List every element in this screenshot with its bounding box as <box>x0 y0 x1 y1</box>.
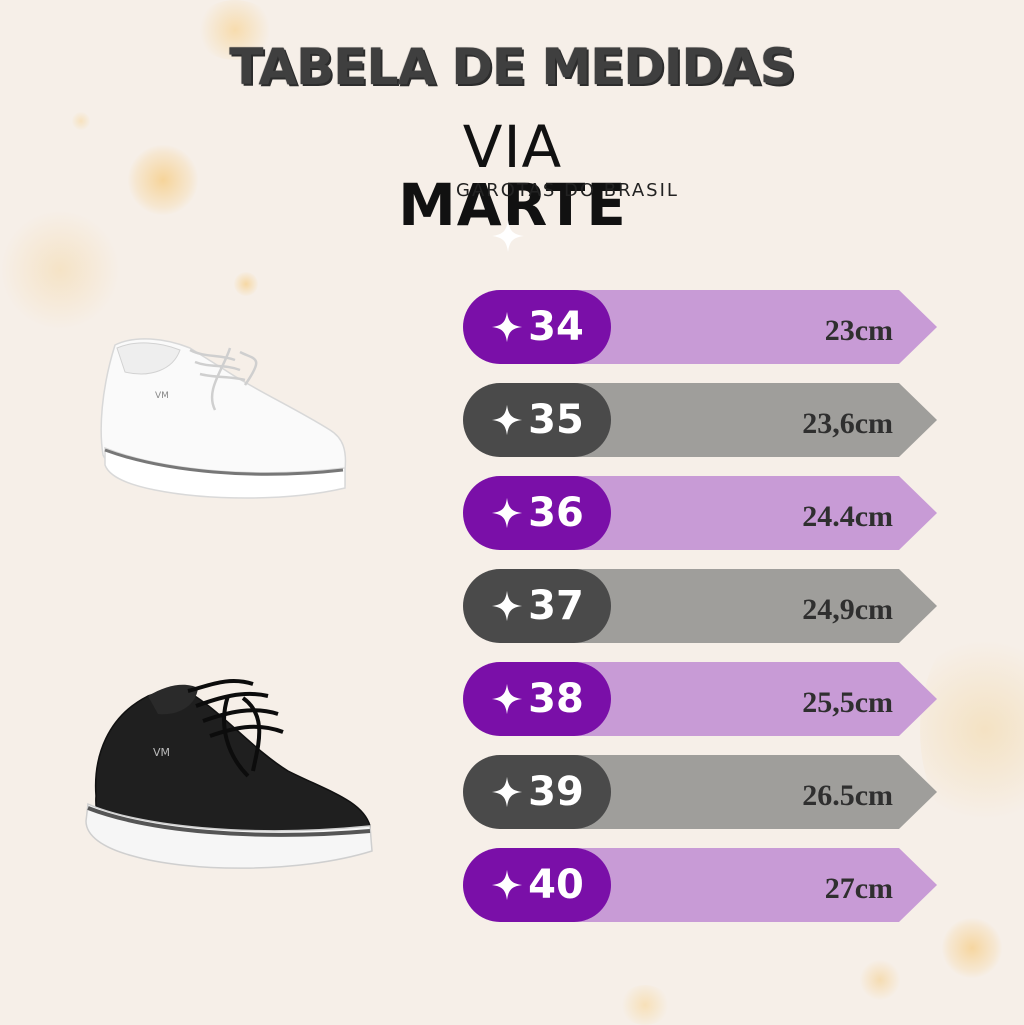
bokeh-light <box>128 145 198 215</box>
size-pill: 36 <box>463 476 611 550</box>
bokeh-light <box>860 960 900 1000</box>
measure-bar <box>573 755 937 829</box>
white-sneaker-image: VM <box>100 338 347 499</box>
sparkle-icon <box>492 869 523 901</box>
size-pill: 39 <box>463 755 611 829</box>
sparkle-icon <box>492 497 523 529</box>
sparkle-icon <box>492 220 524 252</box>
size-number: 34 <box>528 304 584 350</box>
foot-length: 23cm <box>824 314 893 347</box>
size-row: 37 24,9cm <box>463 569 943 643</box>
measure-bar <box>573 290 937 364</box>
size-pill: 37 <box>463 569 611 643</box>
svg-text:VM: VM <box>153 746 170 759</box>
brand-name-light: VIA <box>462 113 563 181</box>
measure-bar <box>573 662 937 736</box>
size-pill: 40 <box>463 848 611 922</box>
size-row: 40 27cm <box>463 848 943 922</box>
size-number: 35 <box>528 397 584 443</box>
bokeh-light <box>942 918 1002 978</box>
size-row: 36 24.4cm <box>463 476 943 550</box>
sparkle-icon <box>492 404 523 436</box>
foot-length: 26.5cm <box>802 779 893 812</box>
svg-text:VM: VM <box>155 391 169 401</box>
size-number: 39 <box>528 769 584 815</box>
size-row: 34 23cm <box>463 290 943 364</box>
size-number: 37 <box>528 583 584 629</box>
brand-logo: VIA MARTE <box>340 118 685 234</box>
sparkle-icon <box>492 776 523 808</box>
size-row: 38 25,5cm <box>463 662 943 736</box>
measure-bar <box>573 476 937 550</box>
brand-tagline: GAROTAS DO BRASIL <box>456 180 679 201</box>
bokeh-light <box>620 985 670 1025</box>
size-number: 38 <box>528 676 584 722</box>
black-sneaker-image: VM <box>85 679 373 869</box>
size-row: 39 26.5cm <box>463 755 943 829</box>
size-pill: 35 <box>463 383 611 457</box>
size-number: 36 <box>528 490 584 536</box>
measure-bar <box>573 848 937 922</box>
bokeh-light <box>234 272 258 296</box>
foot-length: 27cm <box>824 872 893 905</box>
sparkle-icon <box>492 590 523 622</box>
page-title: TABELA DE MEDIDAS <box>229 38 795 96</box>
measure-bar <box>573 383 937 457</box>
size-number: 40 <box>528 862 584 908</box>
size-row: 35 23,6cm <box>463 383 943 457</box>
foot-length: 23,6cm <box>802 407 893 440</box>
foot-length: 25,5cm <box>802 686 893 719</box>
size-pill: 38 <box>463 662 611 736</box>
sparkle-icon <box>492 311 523 343</box>
bokeh-light <box>72 112 90 130</box>
sparkle-icon <box>492 683 523 715</box>
foot-length: 24.4cm <box>802 500 893 533</box>
size-pill: 34 <box>463 290 611 364</box>
brand-name-bold: MARTE <box>398 171 627 239</box>
bokeh-light <box>0 210 120 330</box>
measure-bar <box>573 569 937 643</box>
foot-length: 24,9cm <box>802 593 893 626</box>
